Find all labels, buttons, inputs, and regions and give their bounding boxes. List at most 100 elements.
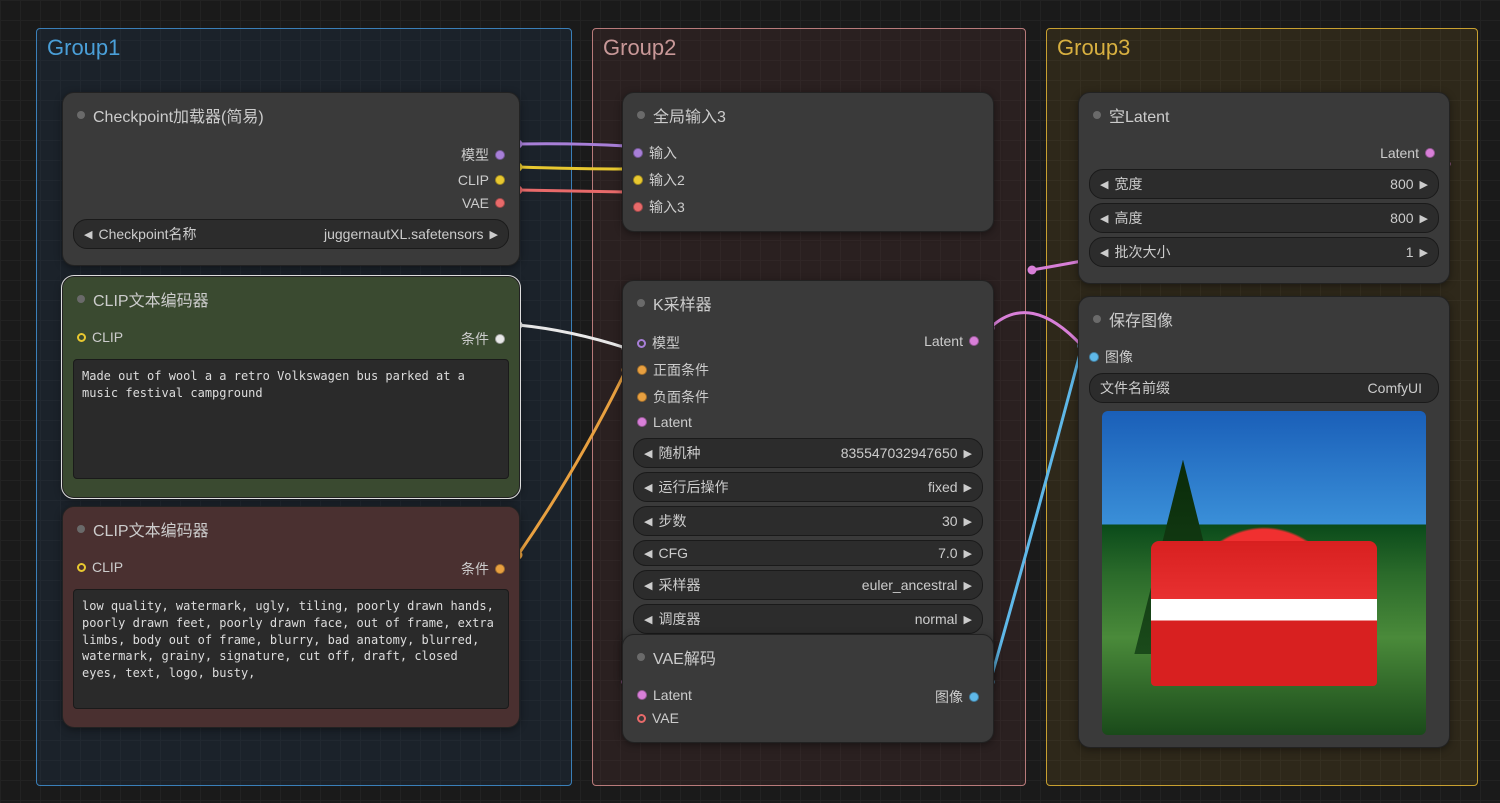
collapse-dot-icon[interactable] [77, 111, 85, 119]
collapse-dot-icon[interactable] [637, 653, 645, 661]
widget[interactable]: ◀ 随机种 835547032947650 ▶ [633, 438, 983, 468]
chevron-right-icon[interactable]: ▶ [964, 613, 972, 626]
chevron-left-icon[interactable]: ◀ [1100, 212, 1108, 225]
node-checkpoint-loader[interactable]: Checkpoint加载器(简易) 模型 CLIP VAE ◀ Checkpoint… [62, 92, 520, 266]
port-label: Latent [1380, 145, 1419, 161]
chevron-left-icon[interactable]: ◀ [84, 228, 92, 241]
widget[interactable]: ◀ 调度器 normal ▶ [633, 604, 983, 634]
widget[interactable]: ◀ 运行后操作 fixed ▶ [633, 472, 983, 502]
chevron-left-icon[interactable]: ◀ [644, 481, 652, 494]
node-title: K采样器 [653, 291, 712, 315]
widget[interactable]: ◀ 高度 800 ▶ [1089, 203, 1439, 233]
port-dot-icon [495, 334, 505, 344]
widget[interactable]: ◀ CFG 7.0 ▶ [633, 540, 983, 566]
node-global-inputs[interactable]: 全局输入3 输入输入2 输入3 [622, 92, 994, 232]
port-label: 负面条件 [653, 387, 709, 407]
node-header[interactable]: 保存图像 [1079, 297, 1449, 339]
chevron-left-icon[interactable]: ◀ [644, 547, 652, 560]
chevron-right-icon[interactable]: ▶ [1420, 178, 1428, 191]
port[interactable]: CLIP [458, 170, 505, 190]
port[interactable]: 模型 [637, 331, 709, 355]
port-label: 输入2 [649, 170, 685, 190]
node-clip-text-encode-negative[interactable]: CLIP文本编码器 CLIP 条件 low quality, watermark… [62, 506, 520, 728]
chevron-right-icon[interactable]: ▶ [1420, 212, 1428, 225]
port[interactable]: 模型 [458, 143, 505, 167]
widget-label: 步数 [658, 511, 686, 531]
node-header[interactable]: VAE解码 [623, 635, 993, 677]
output-image[interactable]: 图像 [935, 685, 979, 709]
output-latent[interactable]: Latent [1380, 143, 1435, 163]
widget-value: 30 [686, 513, 957, 529]
node-header[interactable]: CLIP文本编码器 [63, 507, 519, 549]
output-conditioning[interactable]: 条件 [461, 327, 505, 351]
collapse-dot-icon[interactable] [637, 299, 645, 307]
chevron-left-icon[interactable]: ◀ [1100, 246, 1108, 259]
node-header[interactable]: CLIP文本编码器 [63, 277, 519, 319]
chevron-left-icon[interactable]: ◀ [644, 579, 652, 592]
chevron-left-icon[interactable]: ◀ [644, 515, 652, 528]
port[interactable]: 输入2 [633, 168, 983, 192]
node-header[interactable]: 空Latent [1079, 93, 1449, 135]
chevron-right-icon[interactable]: ▶ [964, 547, 972, 560]
output-image-preview[interactable] [1102, 411, 1426, 735]
port-dot-icon [637, 690, 647, 700]
port-dot-icon [637, 339, 646, 348]
node-header[interactable]: Checkpoint加载器(简易) [63, 93, 519, 135]
widget-value: juggernautXL.safetensors [197, 226, 484, 242]
node-vae-decode[interactable]: VAE解码 Latent VAE 图像 [622, 634, 994, 743]
widget-label: 调度器 [658, 609, 700, 629]
widget[interactable]: ◀ 步数 30 ▶ [633, 506, 983, 536]
collapse-dot-icon[interactable] [77, 525, 85, 533]
input-image[interactable]: 图像 [1089, 345, 1439, 369]
node-ksampler[interactable]: K采样器 模型正面条件负面条件 Latent Latent ◀ 随机种 83554… [622, 280, 994, 685]
node-empty-latent[interactable]: 空Latent Latent ◀ 宽度 800 ▶ ◀ 高度 800 ▶ ◀ 批… [1078, 92, 1450, 284]
node-header[interactable]: K采样器 [623, 281, 993, 323]
port[interactable]: Latent [637, 412, 709, 432]
node-title: VAE解码 [653, 645, 716, 669]
port[interactable]: VAE [637, 708, 692, 728]
collapse-dot-icon[interactable] [1093, 315, 1101, 323]
node-header[interactable]: 全局输入3 [623, 93, 993, 135]
node-save-image[interactable]: 保存图像 图像 文件名前缀 ComfyUI [1078, 296, 1450, 748]
port-label: CLIP [92, 559, 123, 575]
widget[interactable]: ◀ 批次大小 1 ▶ [1089, 237, 1439, 267]
chevron-left-icon[interactable]: ◀ [644, 447, 652, 460]
collapse-dot-icon[interactable] [637, 111, 645, 119]
node-title: Checkpoint加载器(简易) [93, 103, 264, 127]
widget-value: normal [700, 611, 957, 627]
port[interactable]: 负面条件 [637, 385, 709, 409]
port-label: 模型 [461, 145, 489, 165]
input-clip[interactable]: CLIP [77, 327, 123, 347]
checkpoint-name-widget[interactable]: ◀ Checkpoint名称 juggernautXL.safetensors … [73, 219, 509, 249]
port-dot-icon [969, 336, 979, 346]
port[interactable]: Latent [637, 685, 692, 705]
output-latent[interactable]: Latent [924, 331, 979, 351]
chevron-right-icon[interactable]: ▶ [490, 228, 498, 241]
chevron-right-icon[interactable]: ▶ [964, 481, 972, 494]
prompt-textarea[interactable]: Made out of wool a a retro Volkswagen bu… [73, 359, 509, 479]
collapse-dot-icon[interactable] [1093, 111, 1101, 119]
chevron-right-icon[interactable]: ▶ [964, 515, 972, 528]
port-dot-icon [633, 202, 643, 212]
prompt-textarea[interactable]: low quality, watermark, ugly, tiling, po… [73, 589, 509, 709]
filename-prefix-widget[interactable]: 文件名前缀 ComfyUI [1089, 373, 1439, 403]
widget[interactable]: ◀ 采样器 euler_ancestral ▶ [633, 570, 983, 600]
chevron-right-icon[interactable]: ▶ [964, 579, 972, 592]
port[interactable]: VAE [458, 193, 505, 213]
collapse-dot-icon[interactable] [77, 295, 85, 303]
output-conditioning[interactable]: 条件 [461, 557, 505, 581]
widget[interactable]: ◀ 宽度 800 ▶ [1089, 169, 1439, 199]
chevron-right-icon[interactable]: ▶ [1420, 246, 1428, 259]
port-dot-icon [637, 365, 647, 375]
node-clip-text-encode-positive[interactable]: CLIP文本编码器 CLIP 条件 Made out of wool a a r… [62, 276, 520, 498]
port[interactable]: 正面条件 [637, 358, 709, 382]
group-2-title: Group2 [603, 35, 676, 61]
port-label: Latent [653, 414, 692, 430]
port-label: CLIP [458, 172, 489, 188]
chevron-left-icon[interactable]: ◀ [1100, 178, 1108, 191]
chevron-right-icon[interactable]: ▶ [964, 447, 972, 460]
port[interactable]: 输入3 [633, 195, 983, 219]
port[interactable]: 输入 [633, 141, 983, 165]
chevron-left-icon[interactable]: ◀ [644, 613, 652, 626]
input-clip[interactable]: CLIP [77, 557, 123, 577]
